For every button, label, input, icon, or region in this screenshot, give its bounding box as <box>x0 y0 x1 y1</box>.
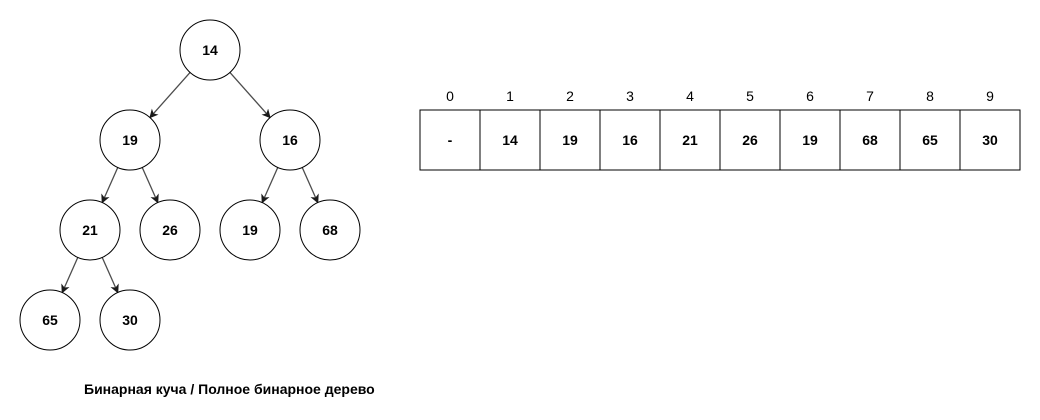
tree-node-n1: 14 <box>179 19 241 81</box>
tree-node-circle <box>219 199 281 261</box>
array-cell-5: 26 <box>719 109 781 171</box>
tree-node-n5: 26 <box>139 199 201 261</box>
tree-edge-n2-n5 <box>141 167 159 204</box>
array-cell-value: 14 <box>502 132 518 148</box>
tree-edge-n4-n8 <box>61 257 79 294</box>
array-index-label: 9 <box>986 88 994 104</box>
array-cell-9: 30 <box>959 109 1021 171</box>
array-cell-value: - <box>448 132 453 148</box>
tree-node-label: 19 <box>122 132 138 148</box>
array-cell-box <box>899 109 961 171</box>
diagram-caption: Бинарная куча / Полное бинарное дерево <box>84 381 375 397</box>
tree-edge-n3-n7 <box>301 167 319 204</box>
tree-node-label: 26 <box>162 222 178 238</box>
tree-node-n6: 19 <box>219 199 281 261</box>
array-cell-value: 16 <box>622 132 638 148</box>
array-cell-box <box>659 109 721 171</box>
tree-node-n3: 16 <box>259 109 321 171</box>
array-cell-3: 16 <box>599 109 661 171</box>
array-index-label: 8 <box>926 88 934 104</box>
tree-node-n4: 21 <box>59 199 121 261</box>
tree-node-circle <box>19 289 81 351</box>
tree-node-label: 21 <box>82 222 98 238</box>
array-index-label: 5 <box>746 88 754 104</box>
tree-nodes: 14 19 16 21 26 19 68 65 30 <box>19 19 361 351</box>
array-cell-value: 65 <box>922 132 938 148</box>
array-index-label: 4 <box>686 88 694 104</box>
tree-node-circle <box>59 199 121 261</box>
array-cell-box <box>719 109 781 171</box>
tree-node-n9: 30 <box>99 289 161 351</box>
array-cell-value: 30 <box>982 132 998 148</box>
array-cell-value: 26 <box>742 132 758 148</box>
array-cell-value: 19 <box>562 132 578 148</box>
tree-node-label: 65 <box>42 312 58 328</box>
tree-node-n8: 65 <box>19 289 81 351</box>
array-cell-value: 21 <box>682 132 698 148</box>
tree-node-circle <box>259 109 321 171</box>
array-cell-8: 65 <box>899 109 961 171</box>
array-indices: 0 1 2 3 4 5 6 7 8 9 <box>446 88 994 104</box>
array-cell-value: 19 <box>802 132 818 148</box>
tree-edge-n2-n4 <box>101 167 119 204</box>
array-index-label: 6 <box>806 88 814 104</box>
tree-edge-n1-n3 <box>229 71 271 119</box>
array-cell-7: 68 <box>839 109 901 171</box>
array-cell-value: 68 <box>862 132 878 148</box>
array-index-label: 1 <box>506 88 514 104</box>
tree-node-n7: 68 <box>299 199 361 261</box>
tree-node-circle <box>99 109 161 171</box>
array-cell-1: 14 <box>479 109 541 171</box>
tree-edge-n3-n6 <box>261 167 279 204</box>
tree-node-label: 68 <box>322 222 338 238</box>
tree-node-label: 14 <box>202 42 218 58</box>
array-index-label: 0 <box>446 88 454 104</box>
tree-node-label: 16 <box>282 132 298 148</box>
array-cell-6: 19 <box>779 109 841 171</box>
array-cell-box <box>779 109 841 171</box>
tree-node-label: 30 <box>122 312 138 328</box>
array-cell-box <box>539 109 601 171</box>
array-cell-box <box>839 109 901 171</box>
array-index-label: 3 <box>626 88 634 104</box>
array-index-label: 2 <box>566 88 574 104</box>
array-cell-box <box>599 109 661 171</box>
tree-node-circle <box>99 289 161 351</box>
array-cell-2: 19 <box>539 109 601 171</box>
tree-edges <box>61 71 319 294</box>
tree-edge-n4-n9 <box>101 257 119 294</box>
tree-node-n2: 19 <box>99 109 161 171</box>
tree-node-circle <box>139 199 201 261</box>
array-cell-box <box>959 109 1021 171</box>
array-cell-4: 21 <box>659 109 721 171</box>
tree-node-circle <box>179 19 241 81</box>
tree-edge-n1-n2 <box>149 71 191 119</box>
array-index-label: 7 <box>866 88 874 104</box>
array-cell-0: - <box>419 109 481 171</box>
tree-node-label: 19 <box>242 222 258 238</box>
array-cells: - 14 19 16 21 26 19 68 65 30 <box>419 109 1021 171</box>
tree-node-circle <box>299 199 361 261</box>
